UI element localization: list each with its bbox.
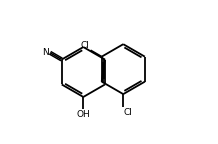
- Text: Cl: Cl: [124, 108, 133, 117]
- Text: N: N: [42, 48, 49, 57]
- Text: OH: OH: [77, 110, 90, 119]
- Text: Cl: Cl: [81, 41, 90, 50]
